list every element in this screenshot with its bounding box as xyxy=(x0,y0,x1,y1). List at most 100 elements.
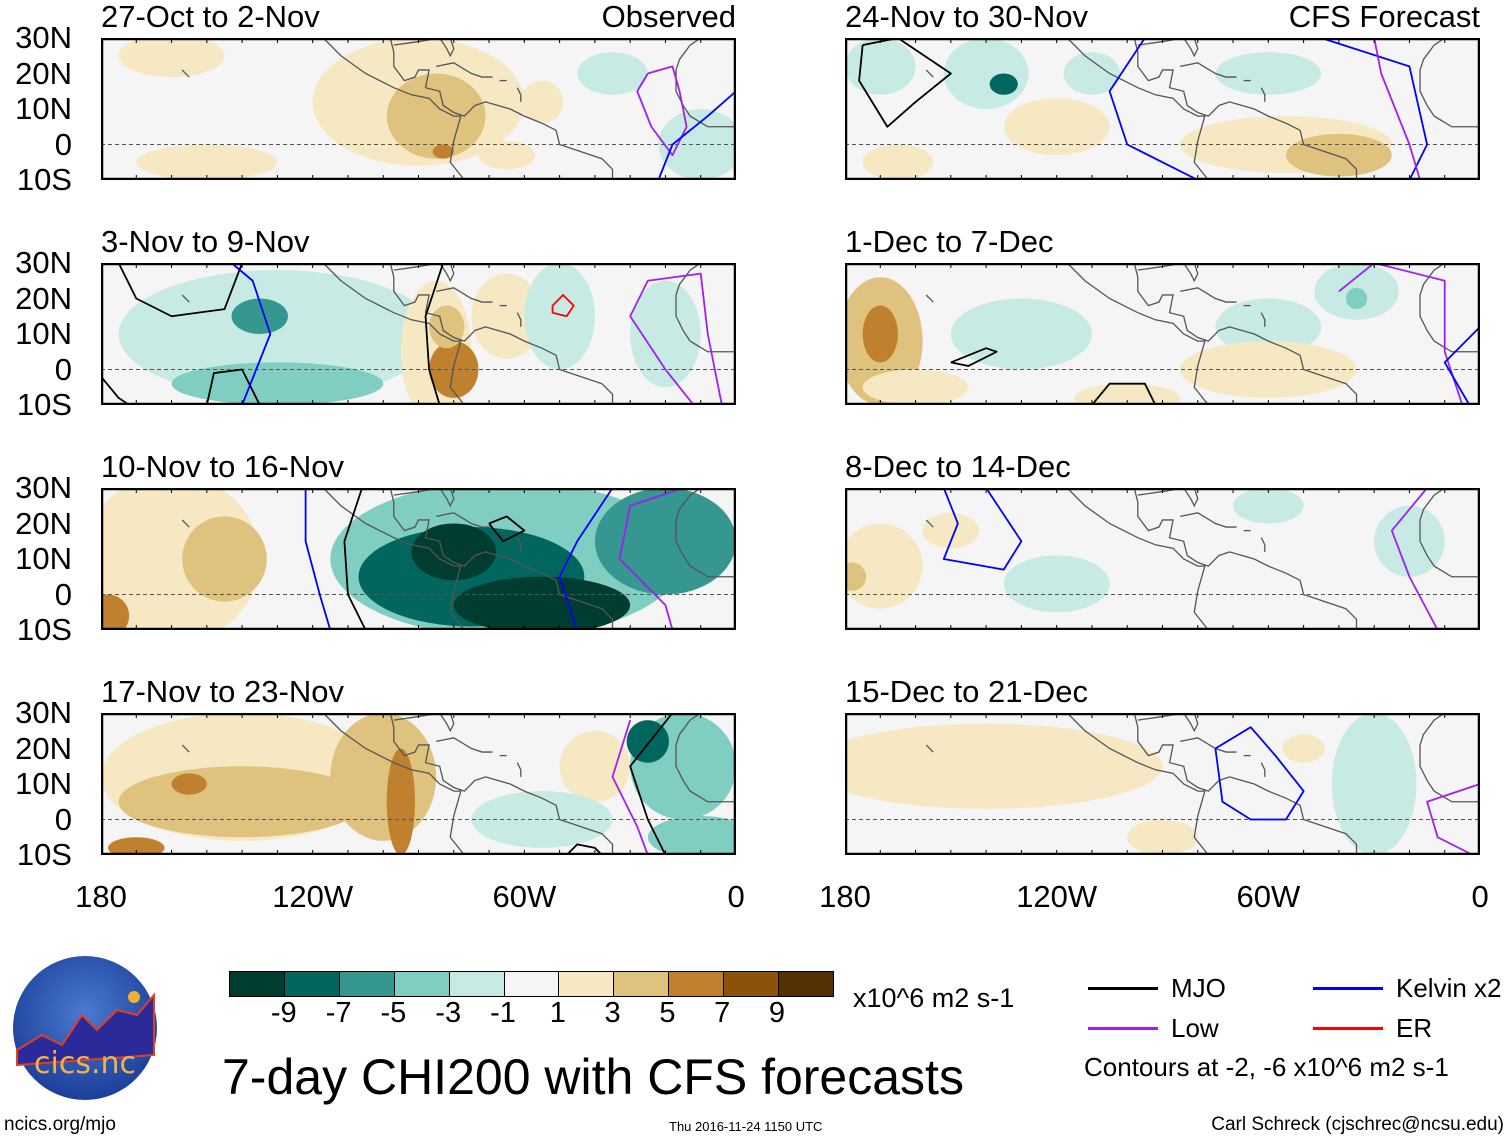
anomaly-region xyxy=(862,144,934,180)
coastline xyxy=(181,294,190,303)
anomaly-region xyxy=(171,773,207,795)
anomaly-region xyxy=(478,140,535,170)
legend-label: MJO xyxy=(1171,973,1226,1003)
coastline xyxy=(675,488,736,578)
coastline xyxy=(181,519,190,528)
colorbar-label: 1 xyxy=(549,997,566,1029)
colorbar-swatch xyxy=(339,972,395,996)
anomaly-region xyxy=(1215,298,1322,356)
anomaly-region xyxy=(845,723,1163,809)
footer-url[interactable]: ncics.org/mjo xyxy=(4,1114,116,1135)
colorbar-swatch xyxy=(284,972,340,996)
footer-timestamp: Thu 2016-11-24 1150 UTC xyxy=(669,1119,823,1134)
contour-mjo xyxy=(205,368,261,405)
figure-title: 7-day CHI200 with CFS forecasts xyxy=(222,1049,964,1105)
coastline xyxy=(436,62,493,78)
contour-low xyxy=(1338,263,1464,405)
coastline xyxy=(1133,488,1358,630)
anomaly-region xyxy=(411,523,497,581)
contour-kelvin-x2 xyxy=(657,90,736,180)
panel-title: 15-Dec to 21-Dec xyxy=(845,674,1088,709)
coastline xyxy=(389,263,614,405)
map-panel xyxy=(845,263,1480,405)
anomaly-region xyxy=(647,815,736,855)
lat-label: 30N xyxy=(15,245,72,280)
lon-label: 120W xyxy=(1016,879,1098,914)
panel-title: 10-Nov to 16-Nov xyxy=(101,449,344,484)
cics-logo: cics.nc xyxy=(13,956,157,1100)
anomaly-region xyxy=(471,791,613,848)
lat-label: 10S xyxy=(16,612,72,647)
anomaly-region xyxy=(559,730,631,802)
anomaly-region xyxy=(1215,52,1322,95)
colorbar-units: x10^6 m2 s-1 xyxy=(853,983,1015,1013)
anomaly-region xyxy=(630,280,701,388)
coastline xyxy=(925,294,934,303)
map-svg xyxy=(101,488,736,630)
lat-label: 0 xyxy=(54,576,72,612)
legend-note: Contours at -2, -6 x10^6 m2 s-1 xyxy=(1084,1052,1449,1082)
colorbar-label: 5 xyxy=(659,997,676,1029)
contour-low xyxy=(618,488,684,630)
map-svg xyxy=(845,263,1480,405)
map-svg xyxy=(845,38,1480,180)
coastline xyxy=(389,713,614,855)
coastline xyxy=(516,762,522,777)
anomaly-region xyxy=(471,273,542,359)
anomaly-region xyxy=(862,305,898,363)
anomaly-region xyxy=(108,837,165,855)
anomaly-region xyxy=(1331,713,1417,855)
coastline xyxy=(1419,38,1480,128)
map-background xyxy=(845,488,1480,630)
contour-kelvin-x2 xyxy=(1443,326,1480,405)
anomaly-region xyxy=(101,594,130,630)
colorbar-label: 9 xyxy=(768,997,786,1029)
contour-mjo xyxy=(101,376,130,405)
coastline xyxy=(675,263,736,353)
coastline xyxy=(436,287,493,303)
anomaly-region xyxy=(118,270,437,398)
coastline xyxy=(925,519,934,528)
contour-mjo xyxy=(566,843,603,855)
coastline xyxy=(516,87,522,102)
anomaly-region xyxy=(1282,734,1325,763)
coastline xyxy=(925,69,934,78)
coastline xyxy=(1180,62,1237,78)
map-svg xyxy=(101,263,736,405)
map-panel xyxy=(101,488,736,630)
colorbar-swatch xyxy=(724,972,780,996)
anomaly-region xyxy=(330,713,437,841)
lat-label: 0 xyxy=(54,126,72,162)
colorbar-swatch xyxy=(449,972,505,996)
lat-label: 30N xyxy=(15,20,72,55)
contour-kelvin-x2 xyxy=(1214,726,1305,821)
contour-kelvin-x2 xyxy=(558,488,614,630)
coastline xyxy=(389,38,614,180)
panel-source-label: CFS Forecast xyxy=(1288,0,1480,34)
anomaly-region xyxy=(1374,505,1445,577)
anomaly-region xyxy=(594,488,736,595)
anomaly-region xyxy=(845,562,867,591)
lat-label: 0 xyxy=(54,801,72,837)
lat-label: 20N xyxy=(15,55,72,91)
anomaly-region xyxy=(171,362,384,405)
anomaly-region xyxy=(845,38,916,95)
lon-label: 60W xyxy=(1236,879,1301,914)
coastline xyxy=(1419,713,1480,803)
anomaly-region xyxy=(386,73,486,159)
legend-label: ER xyxy=(1396,1013,1433,1043)
lat-label: 10N xyxy=(15,541,72,576)
lat-label: 10S xyxy=(16,162,72,197)
contour-mjo xyxy=(858,38,952,128)
anomaly-region xyxy=(989,73,1018,95)
contour-mjo xyxy=(1091,382,1157,405)
lon-label: 180 xyxy=(75,879,127,914)
colorbar-label: 3 xyxy=(604,997,621,1029)
coastline xyxy=(1260,312,1266,327)
colorbar-swatch xyxy=(230,972,285,996)
footer-author: Carl Schreck (cjschrec@ncsu.edu) xyxy=(1211,1114,1504,1135)
coastline xyxy=(436,737,493,753)
lon-label: 180 xyxy=(819,879,871,914)
contour-low xyxy=(1426,783,1480,855)
